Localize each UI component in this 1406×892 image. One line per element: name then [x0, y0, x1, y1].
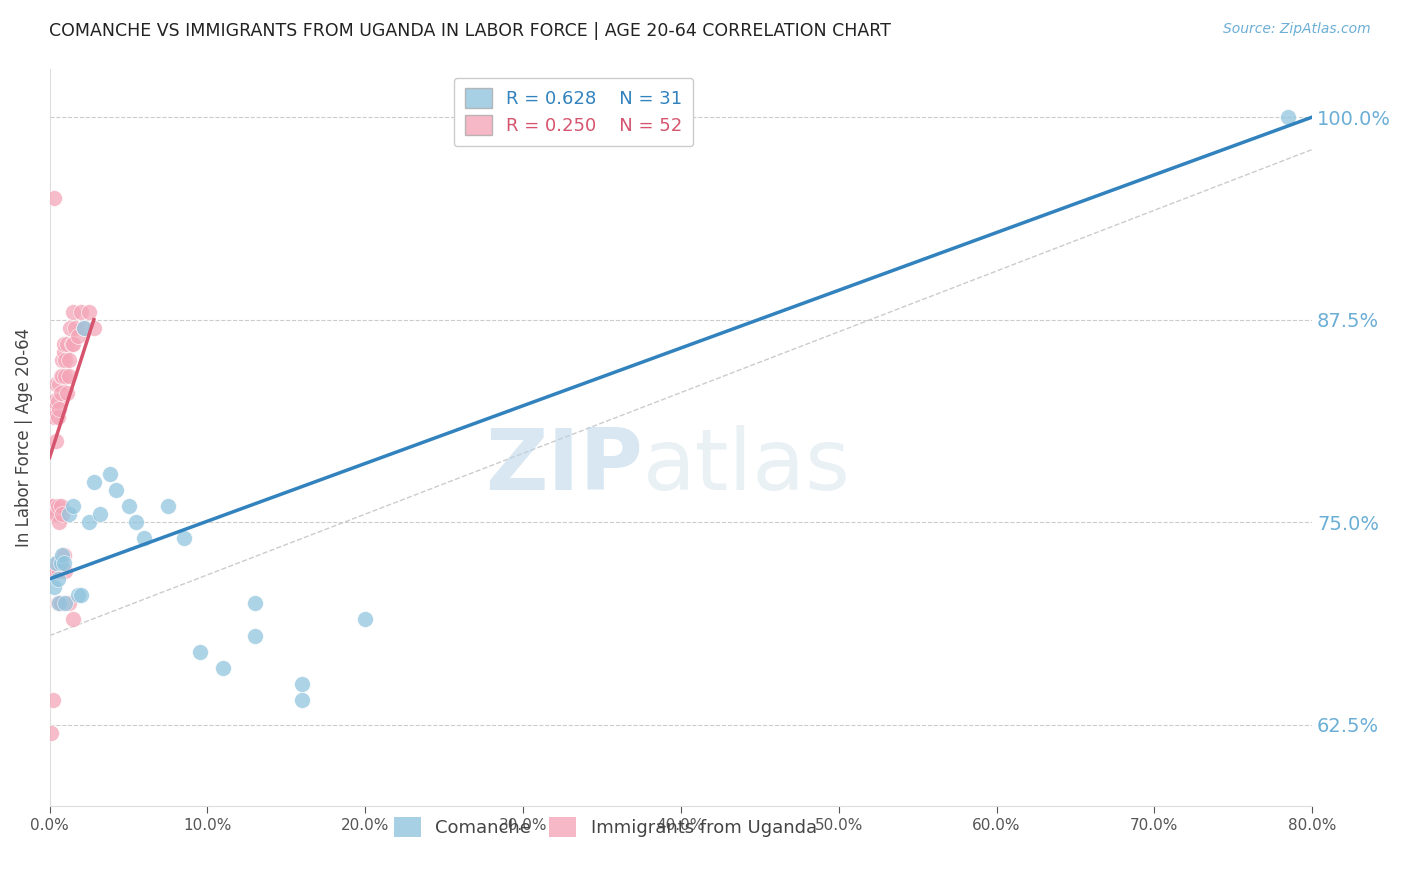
Point	[73, 320, 96, 334]
Point	[49, 385, 72, 400]
Point	[62, 612, 84, 626]
Point	[63, 320, 86, 334]
Point	[45, 434, 67, 449]
Point	[44, 564, 66, 578]
Point	[83, 475, 105, 489]
Point	[58, 369, 80, 384]
Point	[44, 409, 66, 424]
Point	[42, 693, 65, 707]
Point	[73, 320, 96, 334]
Point	[45, 556, 67, 570]
Text: ZIP: ZIP	[485, 425, 643, 508]
Point	[70, 588, 93, 602]
Point	[125, 515, 148, 529]
Point	[291, 693, 314, 707]
Point	[51, 548, 73, 562]
Point	[56, 337, 79, 351]
Point	[58, 507, 80, 521]
Point	[46, 393, 69, 408]
Point	[67, 588, 90, 602]
Point	[51, 369, 73, 384]
Point	[59, 320, 82, 334]
Point	[48, 564, 70, 578]
Point	[55, 596, 77, 610]
Point	[56, 385, 79, 400]
Point	[89, 507, 111, 521]
Point	[77, 515, 100, 529]
Point	[42, 499, 65, 513]
Point	[67, 329, 90, 343]
Point	[243, 629, 266, 643]
Point	[48, 515, 70, 529]
Point	[45, 507, 67, 521]
Point	[48, 401, 70, 416]
Point	[55, 369, 77, 384]
Text: COMANCHE VS IMMIGRANTS FROM UGANDA IN LABOR FORCE | AGE 20-64 CORRELATION CHART: COMANCHE VS IMMIGRANTS FROM UGANDA IN LA…	[49, 22, 891, 40]
Text: atlas: atlas	[643, 425, 851, 508]
Point	[117, 499, 139, 513]
Point	[51, 353, 73, 368]
Point	[44, 191, 66, 205]
Point	[44, 580, 66, 594]
Point	[98, 467, 121, 481]
Point	[212, 661, 235, 675]
Point	[55, 353, 77, 368]
Point	[49, 596, 72, 610]
Y-axis label: In Labor Force | Age 20-64: In Labor Force | Age 20-64	[15, 327, 32, 547]
Point	[1277, 110, 1299, 124]
Point	[58, 596, 80, 610]
Point	[134, 532, 156, 546]
Point	[39, 726, 62, 740]
Point	[49, 369, 72, 384]
Point	[52, 556, 75, 570]
Point	[46, 409, 69, 424]
Point	[77, 304, 100, 318]
Point	[46, 572, 69, 586]
Legend: Comanche, Immigrants from Uganda: Comanche, Immigrants from Uganda	[387, 810, 824, 845]
Point	[55, 564, 77, 578]
Point	[49, 499, 72, 513]
Point	[62, 337, 84, 351]
Point	[44, 393, 66, 408]
Point	[49, 556, 72, 570]
Point	[46, 596, 69, 610]
Point	[48, 596, 70, 610]
Point	[39, 499, 62, 513]
Point	[157, 499, 180, 513]
Point	[45, 377, 67, 392]
Point	[46, 556, 69, 570]
Point	[354, 612, 377, 626]
Point	[62, 499, 84, 513]
Point	[44, 507, 66, 521]
Point	[243, 596, 266, 610]
Point	[42, 401, 65, 416]
Point	[45, 564, 67, 578]
Point	[52, 548, 75, 562]
Point	[62, 304, 84, 318]
Point	[173, 532, 195, 546]
Point	[48, 377, 70, 392]
Point	[46, 499, 69, 513]
Point	[51, 507, 73, 521]
Point	[188, 645, 211, 659]
Point	[70, 304, 93, 318]
Point	[83, 320, 105, 334]
Point	[104, 483, 127, 497]
Text: Source: ZipAtlas.com: Source: ZipAtlas.com	[1223, 22, 1371, 37]
Point	[52, 337, 75, 351]
Point	[60, 337, 83, 351]
Point	[291, 677, 314, 691]
Point	[58, 353, 80, 368]
Point	[52, 345, 75, 359]
